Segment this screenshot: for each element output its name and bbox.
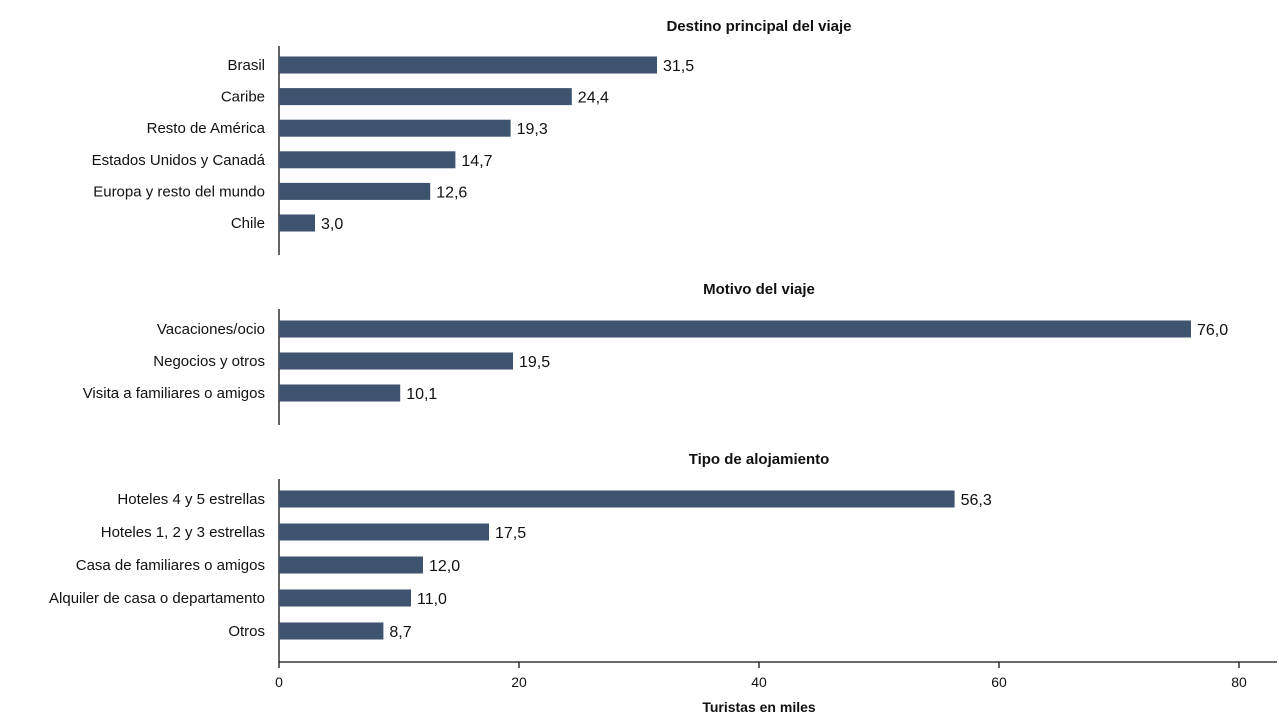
bar (279, 119, 511, 137)
value-label: 12,0 (429, 558, 460, 575)
value-label: 11,0 (417, 591, 447, 608)
category-label: Caribe (221, 89, 265, 106)
category-label: Estados Unidos y Canadá (92, 152, 266, 169)
bar (279, 490, 955, 508)
bar (279, 589, 411, 607)
bar (279, 88, 572, 106)
x-tick-label: 20 (511, 674, 527, 690)
bar (279, 352, 513, 370)
value-label: 76,0 (1197, 322, 1228, 339)
value-label: 3,0 (321, 216, 343, 233)
category-label: Vacaciones/ocio (157, 321, 265, 338)
category-label: Chile (231, 215, 265, 232)
panel-title: Motivo del viaje (703, 281, 815, 298)
value-label: 19,5 (519, 354, 550, 371)
x-tick-label: 0 (275, 674, 283, 690)
x-tick-label: 60 (991, 674, 1007, 690)
value-label: 56,3 (961, 492, 992, 509)
value-label: 14,7 (461, 153, 492, 170)
panel-title: Destino principal del viaje (666, 18, 851, 35)
bar (279, 214, 315, 232)
bar (279, 56, 657, 74)
bar (279, 384, 401, 402)
value-label: 17,5 (495, 525, 526, 542)
x-tick-label: 80 (1231, 674, 1247, 690)
category-label: Alquiler de casa o departamento (49, 590, 265, 607)
category-label: Hoteles 4 y 5 estrellas (117, 491, 265, 508)
category-label: Casa de familiares o amigos (76, 557, 265, 574)
category-label: Negocios y otros (153, 353, 265, 370)
panel-title: Tipo de alojamiento (689, 451, 830, 468)
value-label: 12,6 (436, 184, 467, 201)
category-label: Otros (228, 623, 265, 640)
bar (279, 182, 431, 200)
bar (279, 556, 423, 574)
bar (279, 320, 1191, 338)
category-label: Resto de América (147, 120, 266, 137)
value-label: 24,4 (578, 90, 609, 107)
bar (279, 622, 384, 640)
category-label: Brasil (227, 57, 265, 74)
bar (279, 523, 489, 541)
value-label: 19,3 (517, 121, 548, 138)
category-label: Hoteles 1, 2 y 3 estrellas (101, 524, 265, 541)
x-axis-title: Turistas en miles (702, 699, 816, 715)
value-label: 10,1 (406, 386, 437, 403)
category-label: Europa y resto del mundo (93, 183, 265, 200)
value-label: 8,7 (389, 624, 411, 641)
value-label: 31,5 (663, 58, 694, 75)
category-label: Visita a familiares o amigos (83, 385, 265, 402)
x-tick-label: 40 (751, 674, 767, 690)
bar (279, 151, 456, 169)
